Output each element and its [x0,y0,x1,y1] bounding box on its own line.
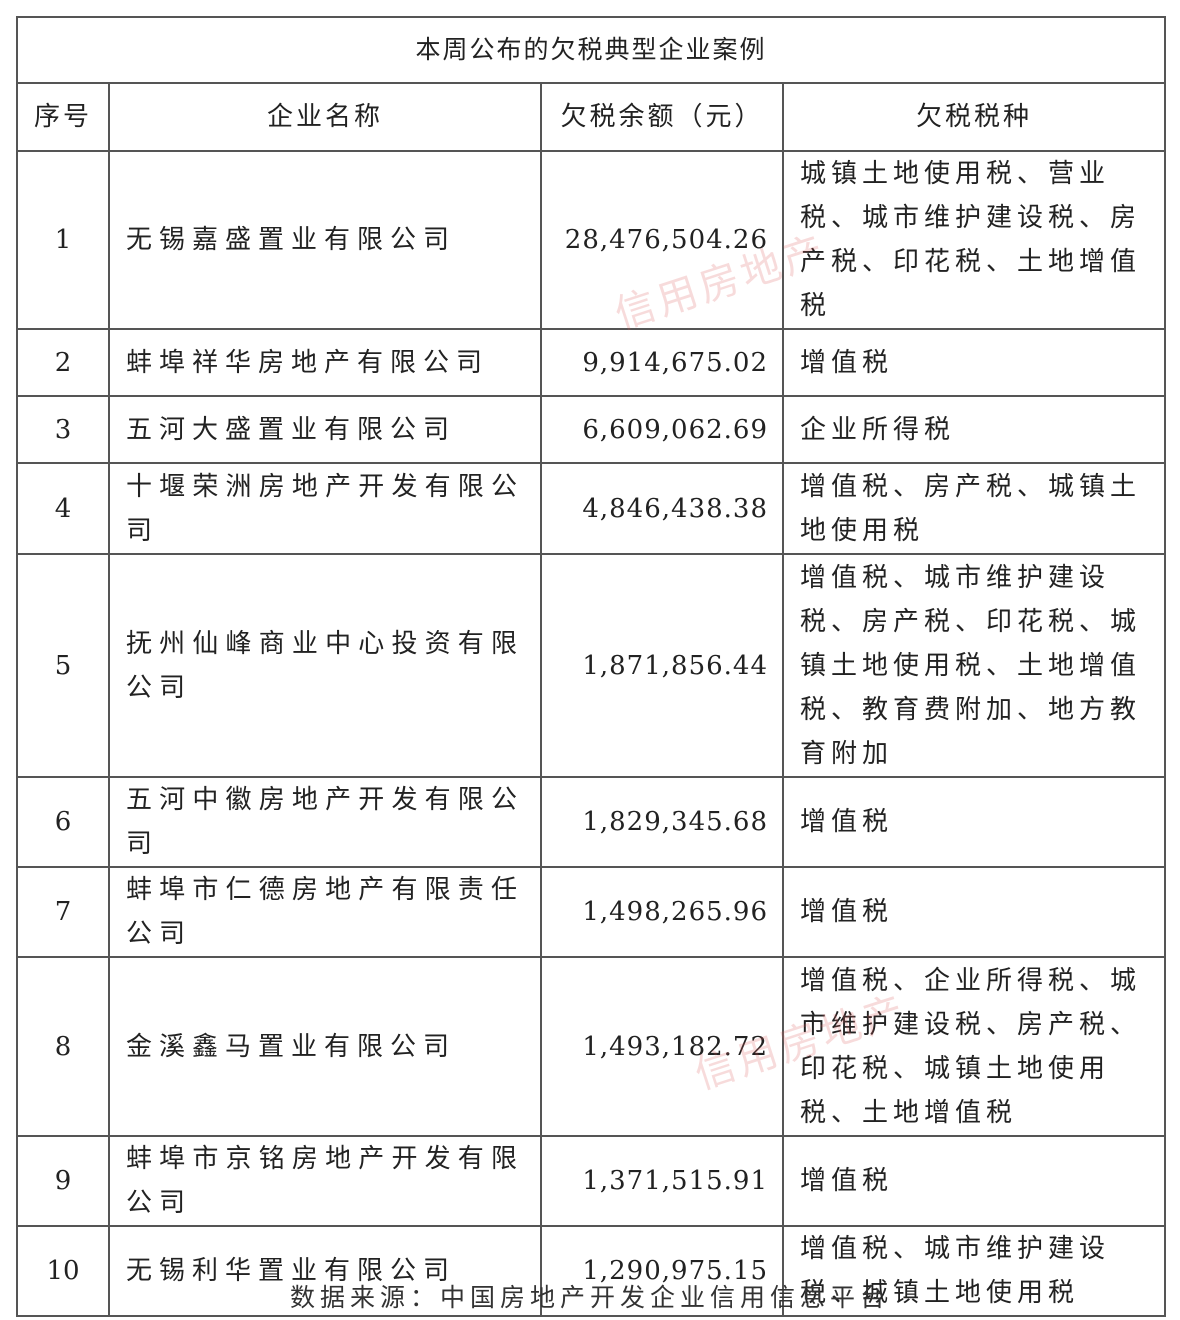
table-row: 5 抚州仙峰商业中心投资有限公司 1,871,856.44 增值税、城市维护建设税、房… [16,553,1167,778]
arrears-amount: 1,829,345.68 [540,776,784,868]
arrears-amount: 9,914,675.02 [540,328,784,397]
table-row: 4 十堰荣洲房地产开发有限公司 4,846,438.38 增值税、房产税、城镇土地使用… [16,462,1167,555]
header-amount: 欠税余额（元） [540,82,784,152]
company-name: 蚌埠市京铭房地产开发有限公司 [108,1135,542,1227]
tax-types: 增值税 [781,1135,1167,1227]
table-row: 9 蚌埠市京铭房地产开发有限公司 1,371,515.91 增值税 [16,1135,1167,1227]
table-row: 2 蚌埠祥华房地产有限公司 9,914,675.02 增值税 [16,328,1167,397]
row-index: 2 [16,328,110,397]
row-index: 6 [16,776,110,868]
arrears-amount: 4,846,438.38 [540,462,784,555]
row-index: 9 [16,1135,110,1227]
company-name: 抚州仙峰商业中心投资有限公司 [108,553,542,778]
table-row: 1 无锡嘉盛置业有限公司 28,476,504.26 城镇土地使用税、营业税、城市维护… [16,150,1167,330]
tax-types: 企业所得税 [781,395,1167,464]
company-name: 金溪鑫马置业有限公司 [108,956,542,1137]
tax-types: 增值税 [781,776,1167,868]
table-row: 7 蚌埠市仁德房地产有限责任公司 1,498,265.96 增值税 [16,866,1167,958]
tax-types: 增值税、城市维护建设税、房产税、印花税、城镇土地使用税、土地增值税、教育费附加、… [781,553,1167,778]
tax-arrears-table: 本周公布的欠税典型企业案例 序号 企业名称 欠税余额（元） 欠税税种 1 无锡嘉盛… [15,16,1167,1317]
arrears-amount: 1,371,515.91 [540,1135,784,1227]
arrears-amount: 1,871,856.44 [540,553,784,778]
company-name: 无锡利华置业有限公司 [108,1225,542,1317]
row-index: 4 [16,462,110,555]
header-tax-types: 欠税税种 [781,82,1167,152]
company-name: 无锡嘉盛置业有限公司 [108,150,542,330]
tax-types: 城镇土地使用税、营业税、城市维护建设税、房产税、印花税、土地增值税 [781,150,1167,330]
company-name: 五河大盛置业有限公司 [108,395,542,464]
company-name: 十堰荣洲房地产开发有限公司 [108,462,542,555]
table-row: 10 无锡利华置业有限公司 1,290,975.15 增值税、城市维护建设税、城镇土地… [16,1225,1167,1317]
table-row: 6 五河中徽房地产开发有限公司 1,829,345.68 增值税 [16,776,1167,868]
arrears-amount: 28,476,504.26 [540,150,784,330]
row-index: 8 [16,956,110,1137]
row-index: 5 [16,553,110,778]
table-row: 8 金溪鑫马置业有限公司 1,493,182.72 增值税、企业所得税、城市维护建设税… [16,956,1167,1137]
row-index: 10 [16,1225,110,1317]
row-index: 1 [16,150,110,330]
tax-types: 增值税 [781,866,1167,958]
tax-types: 增值税、企业所得税、城市维护建设税、房产税、印花税、城镇土地使用税、土地增值税 [781,956,1167,1137]
arrears-amount: 1,498,265.96 [540,866,784,958]
row-index: 3 [16,395,110,464]
data-source-note: 数据来源：中国房地产开发企业信用信息平台 [289,1283,890,1312]
arrears-amount: 6,609,062.69 [540,395,784,464]
company-name: 蚌埠祥华房地产有限公司 [108,328,542,397]
table-title: 本周公布的欠税典型企业案例 [15,16,1167,84]
tax-types: 增值税、房产税、城镇土地使用税 [781,462,1167,555]
header-company-name: 企业名称 [108,82,542,152]
row-index: 7 [16,866,110,958]
arrears-amount: 1,493,182.72 [540,956,784,1137]
table-row: 3 五河大盛置业有限公司 6,609,062.69 企业所得税 [16,395,1167,464]
arrears-amount: 1,290,975.15 [540,1225,784,1317]
company-name: 蚌埠市仁德房地产有限责任公司 [108,866,542,958]
tax-types: 增值税 [781,328,1167,397]
header-index: 序号 [16,82,110,152]
company-name: 五河中徽房地产开发有限公司 [108,776,542,868]
tax-types: 增值税、城市维护建设税、城镇土地使用税 [781,1225,1167,1317]
